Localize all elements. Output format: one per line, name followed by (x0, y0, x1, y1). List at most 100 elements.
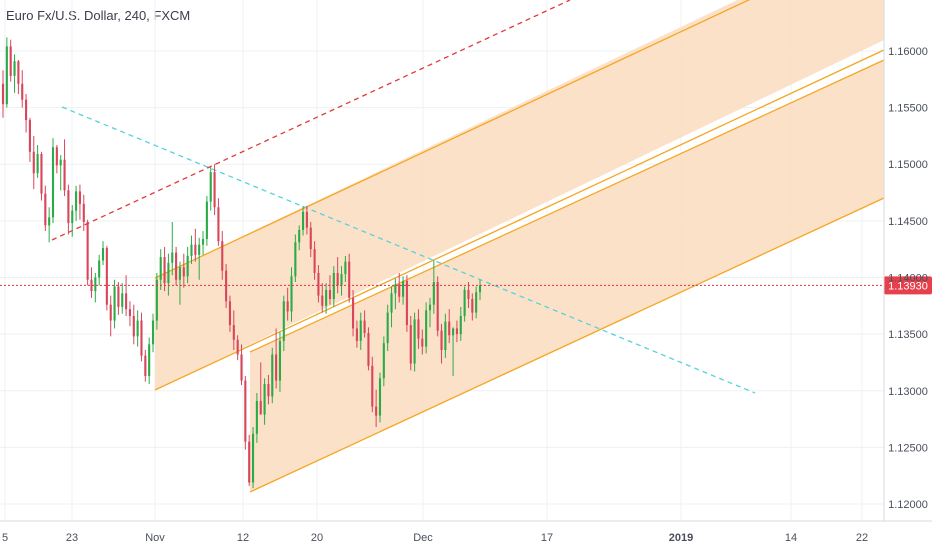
candle-body (282, 301, 285, 341)
candle-body (105, 248, 108, 305)
trendlines[interactable] (51, 0, 756, 394)
y-tick-label: 1.12000 (888, 499, 928, 511)
candle-body (478, 285, 482, 293)
candle-body (232, 325, 235, 340)
x-tick-label: Dec (413, 532, 433, 544)
chart-title: Euro Fx/U.S. Dollar, 240, FXCM (6, 8, 191, 23)
y-tick-label: 1.14500 (888, 216, 928, 228)
candle-body (382, 343, 385, 379)
x-tick-label: 22 (856, 532, 868, 544)
y-axis[interactable]: 1.16000 1.15500 1.15000 1.14500 1.14000 1.135… (883, 0, 928, 521)
candle-body (394, 284, 397, 294)
current-price-line: 1.13930 (0, 276, 932, 295)
candle-body (44, 193, 47, 226)
candle-body (163, 257, 166, 284)
candle-body (367, 332, 370, 366)
candle-body (398, 284, 401, 297)
candle-body (440, 330, 443, 350)
candle-body (344, 261, 347, 275)
candle-body (340, 274, 343, 286)
candle-body (325, 289, 328, 306)
x-tick-label: 23 (66, 532, 78, 544)
candle-body (444, 321, 447, 350)
candle-body (67, 190, 70, 224)
candle-body (459, 315, 462, 335)
y-tick-label: 1.13500 (888, 329, 928, 341)
candle-body (463, 289, 466, 316)
candle-body (255, 400, 258, 434)
y-tick-label: 1.15500 (888, 103, 928, 115)
candle-body (471, 299, 474, 313)
candle-body (298, 229, 301, 243)
candle-body (217, 207, 220, 242)
candle-body (317, 272, 320, 296)
candle-body (17, 61, 20, 84)
candle-body (71, 210, 74, 224)
x-axis[interactable]: 5 23 Nov 12 20 Dec 17 2019 14 22 (0, 520, 932, 544)
candle-body (75, 191, 78, 211)
candle-body (467, 289, 470, 300)
candle-body (48, 217, 51, 226)
candle-body (1, 83, 5, 105)
candle-body (305, 211, 308, 228)
candle-body (452, 328, 455, 336)
candle-body (121, 293, 124, 307)
x-tick-label: 2019 (669, 532, 693, 544)
candle-body (125, 293, 128, 310)
candle-body (428, 304, 432, 311)
candles (1, 37, 482, 489)
channel-lower-fill (250, 60, 884, 492)
candle-body (109, 304, 112, 321)
candle-body (117, 286, 120, 307)
candle-body (248, 441, 251, 483)
candle-body (5, 46, 8, 105)
candle-body (251, 433, 255, 483)
candle-body (244, 380, 247, 442)
candle-body (355, 328, 358, 341)
candle-body (178, 267, 182, 280)
candle-body (159, 257, 162, 280)
candle-body (167, 262, 170, 284)
candle-body (51, 147, 55, 218)
candle-body (86, 221, 89, 280)
candle-body (375, 406, 378, 416)
candle-body (32, 151, 35, 174)
candle-body (332, 272, 335, 300)
current-price-label: 1.13930 (888, 280, 928, 292)
candle-body (386, 312, 389, 344)
candle-body (90, 279, 93, 292)
candle-body (21, 83, 24, 100)
x-tick-label: 12 (237, 532, 249, 544)
current-price-badge (884, 276, 932, 295)
candle-body (301, 211, 305, 230)
candle-body (221, 241, 224, 271)
candle-body (132, 315, 135, 337)
y-tick-label: 1.12500 (888, 442, 928, 454)
candle-body (425, 310, 428, 347)
channel-mid-line-2 (249, 59, 885, 353)
candle-body (144, 355, 147, 377)
candle-body (432, 282, 435, 305)
candle-body (236, 339, 239, 355)
candle-body (225, 270, 228, 302)
candle-body (40, 154, 43, 194)
candle-body (63, 159, 66, 191)
candle-body (348, 261, 351, 298)
candle-body (101, 248, 105, 261)
candle-body (417, 319, 420, 339)
candle-body (140, 320, 143, 356)
candle-body (190, 244, 193, 256)
candle-body (78, 191, 81, 204)
candle-body (240, 354, 243, 381)
candle-body (271, 354, 274, 397)
candle-body (228, 301, 232, 326)
trendline-cyan-dashed (61, 106, 756, 394)
candle-body (209, 172, 212, 202)
candle-body (82, 203, 85, 222)
y-tick-label: 1.13000 (888, 386, 928, 398)
y-tick-label: 1.16000 (888, 46, 928, 58)
candle-body (321, 295, 324, 306)
candle-body (475, 292, 478, 313)
x-tick-label: 17 (541, 532, 553, 544)
